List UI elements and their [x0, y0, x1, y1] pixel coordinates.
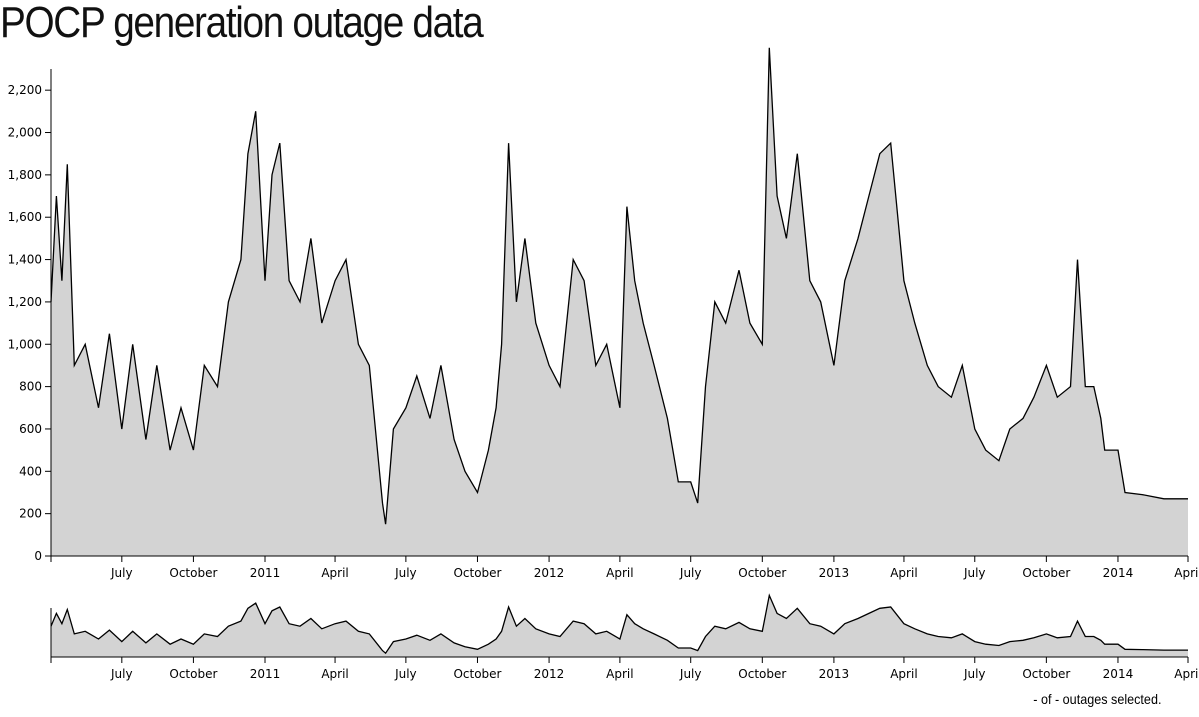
- x-tick-label: July: [394, 667, 417, 681]
- y-tick-label: 2,000: [8, 126, 42, 140]
- x-tick-label: October: [1022, 566, 1070, 580]
- y-tick-label: 0: [34, 549, 42, 563]
- x-tick-label: 2014: [1103, 667, 1134, 681]
- y-tick-label: 2,200: [8, 83, 42, 97]
- y-tick-label: 800: [19, 380, 42, 394]
- x-tick-label: 2011: [250, 667, 281, 681]
- y-tick-label: 1,800: [8, 168, 42, 182]
- x-tick-label: 2014: [1103, 566, 1134, 580]
- brush-series-line: [50, 593, 1188, 655]
- x-tick-label: April: [1174, 667, 1199, 681]
- x-tick-label: July: [110, 667, 133, 681]
- series-line: [50, 47, 1188, 525]
- x-tick-label: April: [890, 566, 917, 580]
- main-area-chart: July October 2011 April July October 2012 April…: [8, 47, 1199, 580]
- x-tick-label: April: [890, 667, 917, 681]
- x-tick-label: 2013: [819, 667, 850, 681]
- x-tick-label: 2011: [250, 566, 281, 580]
- y-tick-label: 600: [19, 422, 42, 436]
- x-tick-label: April: [606, 667, 633, 681]
- x-tick-label: October: [1022, 667, 1070, 681]
- x-tick-label: 2012: [534, 667, 565, 681]
- x-tick-label: April: [321, 566, 348, 580]
- x-tick-label: July: [963, 667, 986, 681]
- x-tick-label: October: [453, 667, 501, 681]
- x-tick-label: 2013: [819, 566, 850, 580]
- x-tick-label: April: [606, 566, 633, 580]
- x-tick-label: October: [738, 566, 786, 580]
- area-fill: [51, 47, 1188, 557]
- x-tick-label: October: [738, 667, 786, 681]
- x-tick-label: April: [1174, 566, 1199, 580]
- x-tick-label: October: [169, 667, 217, 681]
- selection-status: - of - outages selected.: [1033, 691, 1161, 707]
- x-tick-label: October: [453, 566, 501, 580]
- x-tick-label: July: [110, 566, 133, 580]
- y-tick-label: 1,600: [8, 210, 42, 224]
- y-tick-label: 1,200: [8, 295, 42, 309]
- total-count: -: [1054, 691, 1059, 707]
- page-title: POCP generation outage data: [0, 0, 484, 47]
- x-tick-label: July: [963, 566, 986, 580]
- y-tick-label: 1,400: [8, 253, 42, 267]
- of-text: of: [1040, 691, 1052, 707]
- x-tick-label: 2012: [534, 566, 565, 580]
- y-tick-label: 400: [19, 464, 42, 478]
- x-tick-label: October: [169, 566, 217, 580]
- y-tick-label: 1,000: [8, 337, 42, 351]
- x-tick-label: July: [679, 566, 702, 580]
- selected-count: -: [1032, 691, 1037, 707]
- x-tick-label: July: [679, 667, 702, 681]
- overview-brush-chart[interactable]: July October 2011 April July October 2012 April…: [50, 593, 1199, 681]
- x-tick-label: April: [321, 667, 348, 681]
- y-tick-label: 200: [19, 507, 42, 521]
- status-suffix: outages selected.: [1062, 691, 1161, 707]
- brush-area-fill: [51, 595, 1188, 657]
- x-tick-label: July: [394, 566, 417, 580]
